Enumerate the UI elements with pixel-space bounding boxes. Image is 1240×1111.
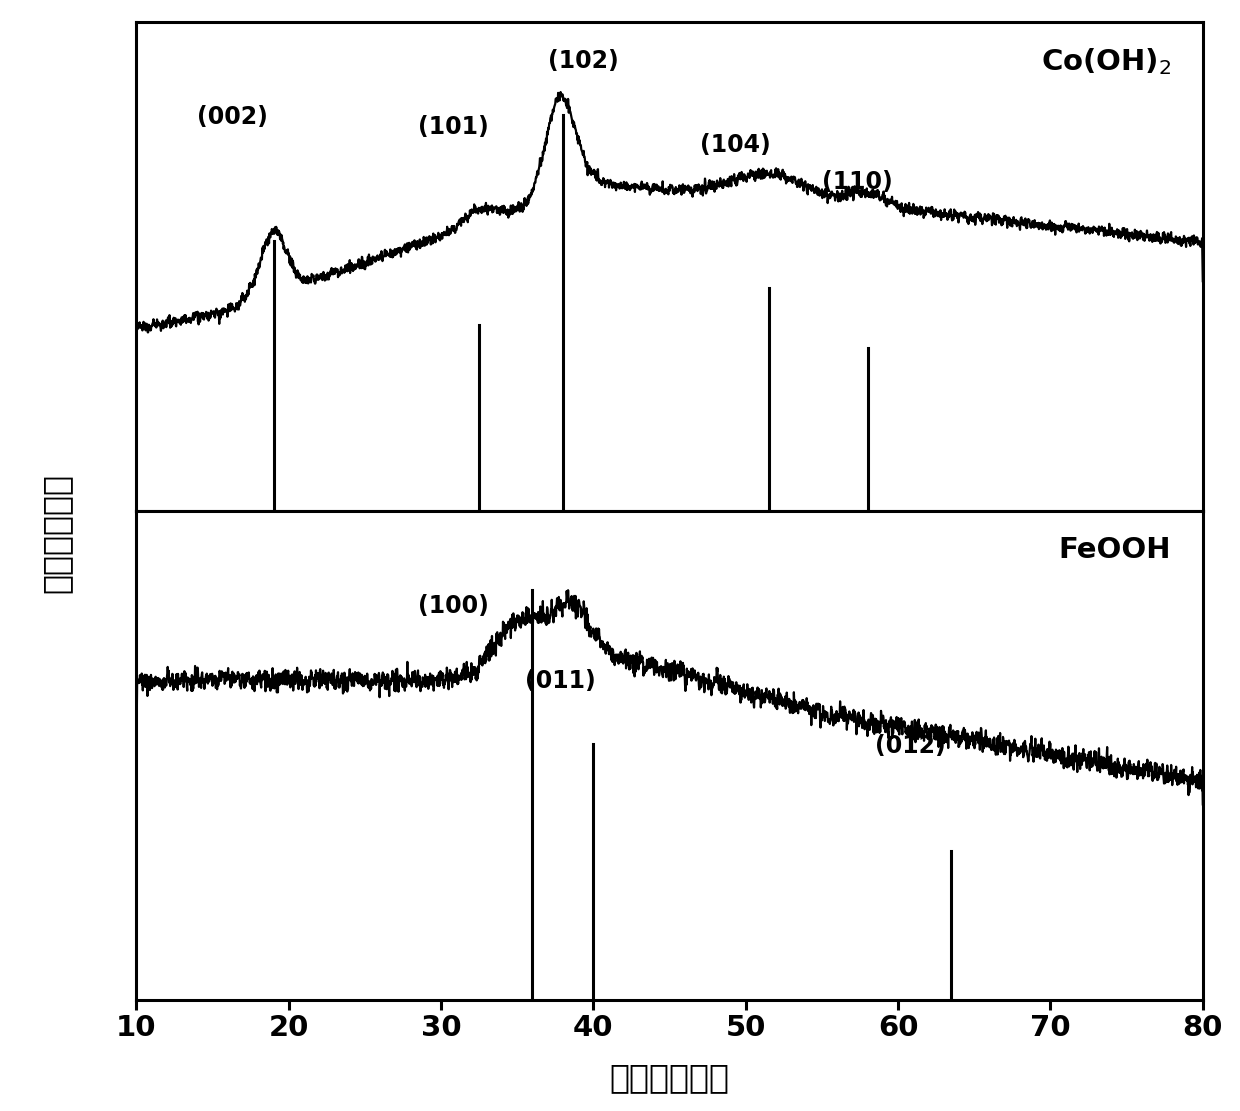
Text: Co(OH)$_2$: Co(OH)$_2$ (1040, 47, 1171, 78)
Text: (104): (104) (701, 133, 771, 158)
Text: FeOOH: FeOOH (1058, 536, 1171, 563)
Text: (012): (012) (875, 733, 946, 758)
Text: (102): (102) (548, 49, 619, 73)
Text: (011): (011) (525, 669, 595, 692)
Text: 入射角（度）: 入射角（度） (610, 1061, 729, 1094)
Text: (100): (100) (418, 594, 489, 618)
Text: (101): (101) (418, 114, 489, 139)
Text: (002): (002) (197, 106, 268, 129)
Text: 强度（计数）: 强度（计数） (40, 473, 72, 593)
Text: (110): (110) (822, 170, 893, 194)
